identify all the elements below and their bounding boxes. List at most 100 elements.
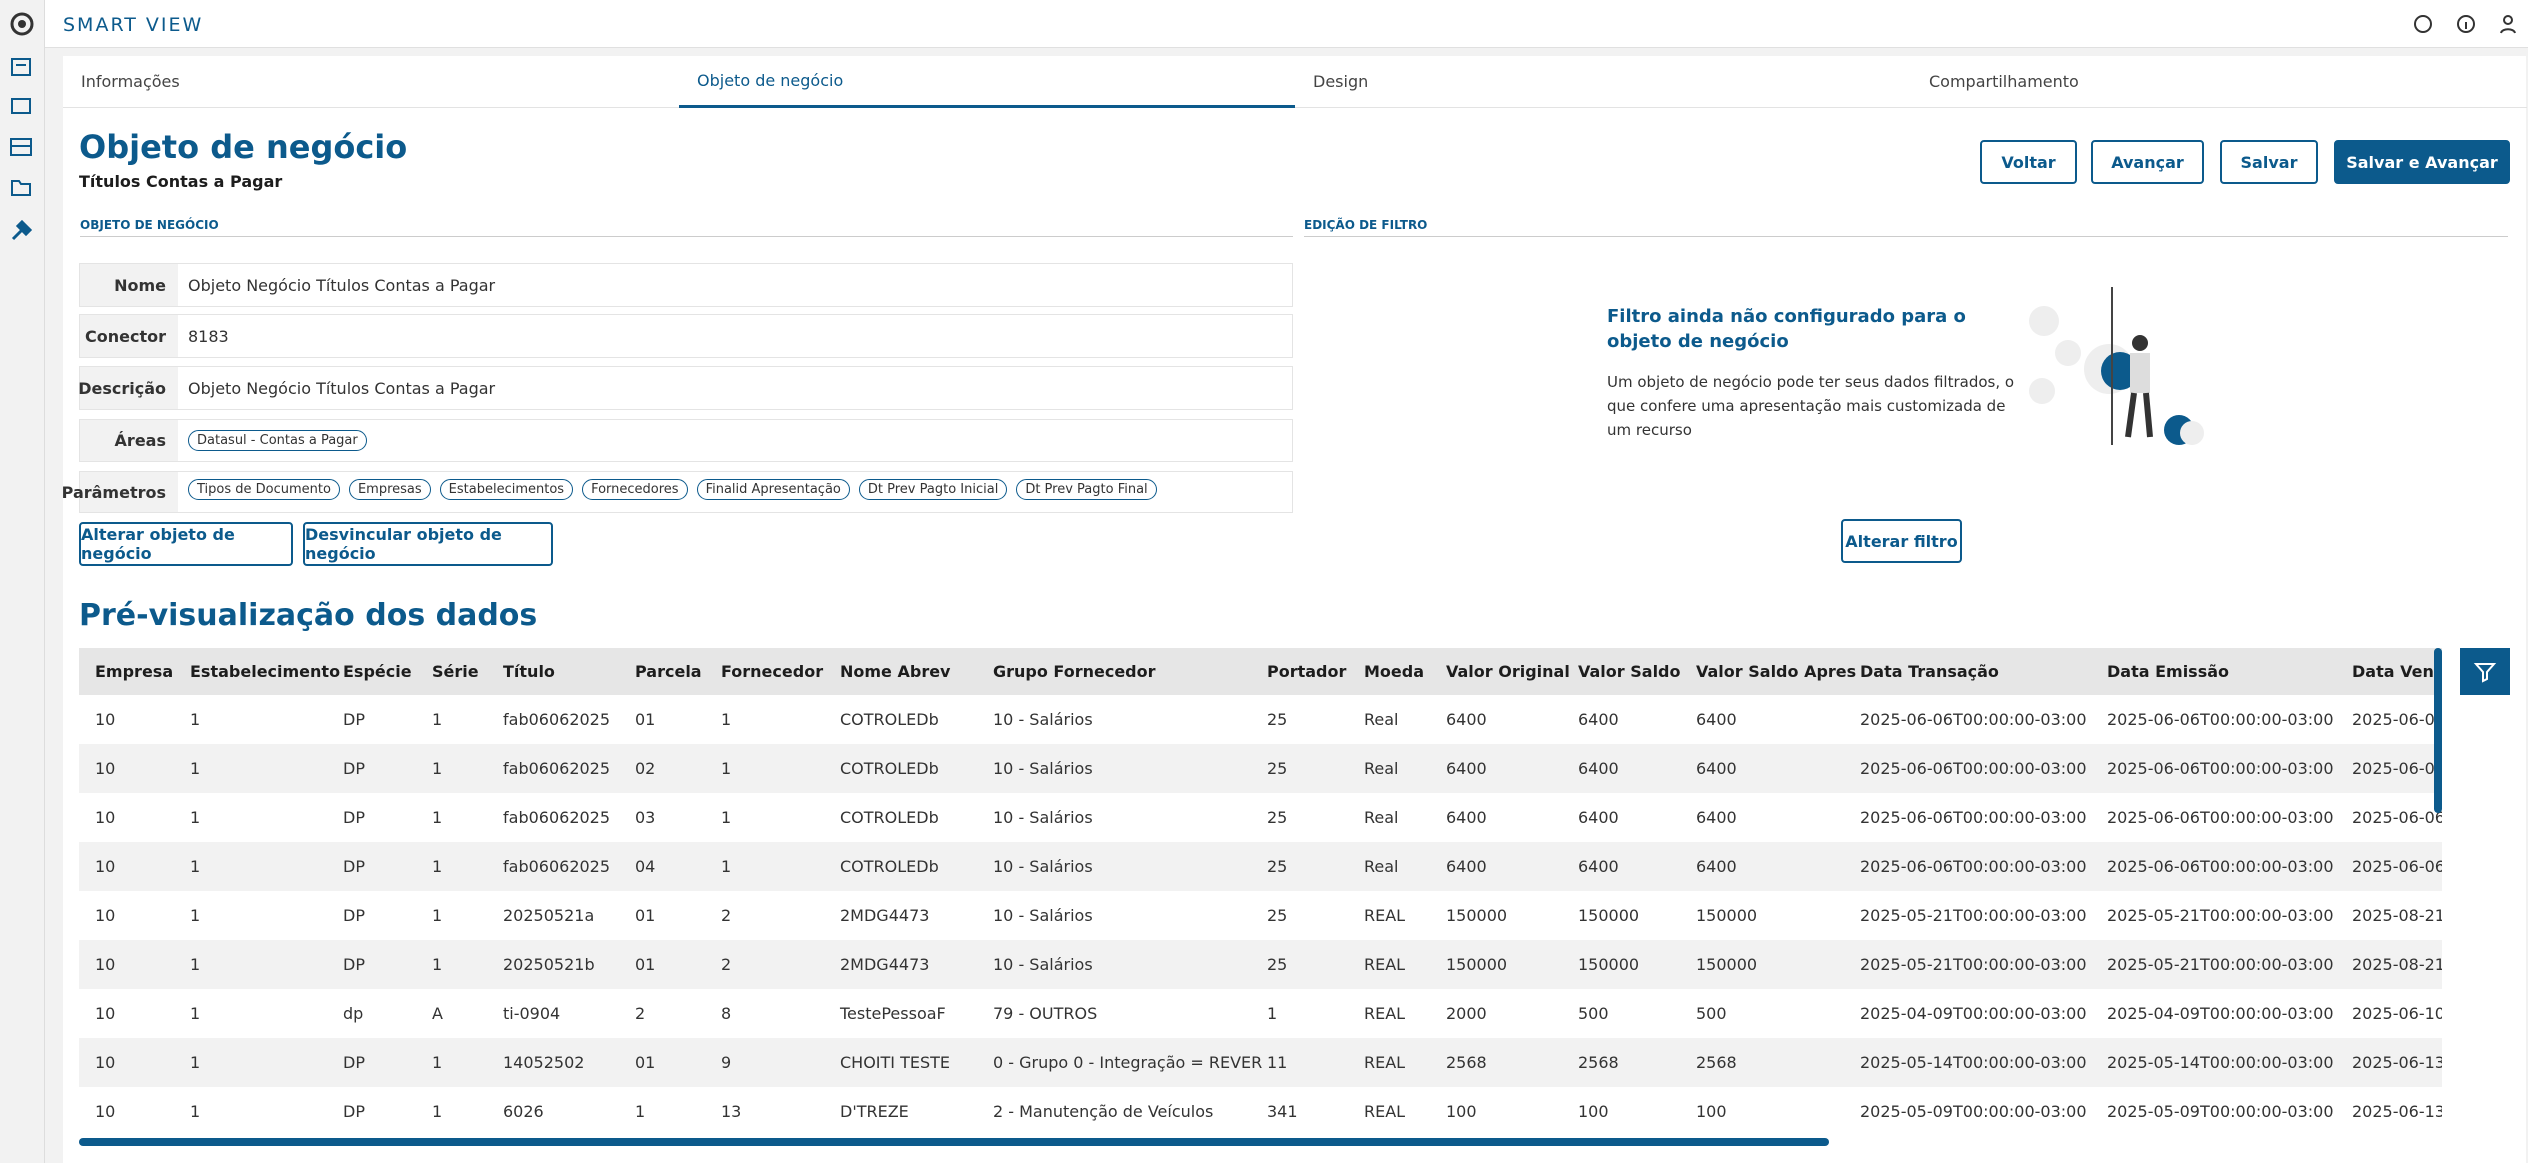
column-header[interactable]: Valor Saldo [1578,662,1681,681]
column-header[interactable]: Nome Abrev [840,662,951,681]
nav-icon[interactable] [8,216,36,244]
table-cell: 6400 [1696,759,1737,778]
chip[interactable]: Finalid Apresentação [696,479,850,500]
nav-icon[interactable] [8,56,36,80]
table-cell: 500 [1578,1004,1609,1023]
table-cell: 150000 [1446,906,1508,925]
table-cell: 2 [721,906,732,925]
column-header[interactable]: Estabelecimento [190,662,341,681]
table-cell: 2MDG4473 [840,955,930,974]
chip[interactable]: Fornecedores [582,479,688,500]
table-cell: 100 [1578,1102,1609,1121]
table-cell: 150000 [1446,955,1508,974]
chip[interactable]: Dt Prev Pagto Final [1016,479,1157,500]
table-cell: 1 [432,759,443,778]
action-button[interactable]: Voltar [1980,140,2077,184]
chip[interactable]: Dt Prev Pagto Inicial [858,479,1008,500]
column-header[interactable]: Fornecedor [721,662,824,681]
field-value: Objeto Negócio Títulos Contas a Pagar [178,264,1292,306]
v-scrollbar[interactable] [2434,648,2442,813]
empty-title: Filtro ainda não configurado para o obje… [1607,306,1966,352]
column-header[interactable]: Valor Original [1446,662,1570,681]
tab[interactable]: Objeto de negócio [679,56,1295,108]
field-value: 8183 [178,315,1292,357]
table-cell: 8 [721,1004,732,1023]
object-button[interactable]: Desvincular objeto de negócio [303,522,553,566]
table-cell: 6400 [1446,808,1487,827]
table-cell: 1 [721,710,732,729]
table-row [79,1038,2442,1087]
chip[interactable]: Estabelecimentos [439,479,574,500]
column-header[interactable]: Data Transação [1860,662,1999,681]
table-cell: 1 [432,1053,443,1072]
tab[interactable]: Design [1295,56,1911,108]
column-header[interactable]: Data Vencto [2352,662,2442,681]
filter-edit-button[interactable]: Alterar filtro [1841,519,1962,563]
table-cell: COTROLEDb [840,808,939,827]
column-header[interactable]: Série [432,662,479,681]
table-cell: DP [343,1053,365,1072]
field-value: Tipos de Documento Empresas Estabeleciment… [178,472,1292,512]
table-cell: 500 [1696,1004,1727,1023]
table-cell: REAL [1364,1004,1406,1023]
logo [10,12,34,36]
table-cell: 2025-05-21T00:00:00-03:00 [2107,955,2334,974]
nav-icon[interactable] [8,96,36,120]
object-button[interactable]: Alterar objeto de negócio [79,522,293,566]
table-cell: 10 - Salários [993,759,1093,778]
nav-icon[interactable] [8,176,36,200]
column-header[interactable]: Espécie [343,662,412,681]
table-cell: 2025-05-09T00:00:00-03:00 [1860,1102,2087,1121]
column-header[interactable]: Grupo Fornecedor [993,662,1156,681]
table-cell: 2025-06-06T00:00:00-03:00 [1860,710,2087,729]
table-cell: 2025-06-06T00:00:00-03:00 [2107,710,2334,729]
table-header [79,648,2442,695]
table-row [79,842,2442,891]
action-button[interactable]: Salvar e Avançar [2334,140,2510,184]
table-cell: 1 [432,857,443,876]
table-cell: 13 [721,1102,742,1121]
table-cell: 150000 [1696,955,1758,974]
table-row [79,793,2442,842]
table-cell: 1 [190,906,201,925]
field-label: Nome [80,264,178,306]
column-header[interactable]: Parcela [635,662,702,681]
table-cell: fab06062025 [503,710,611,729]
column-header[interactable]: Portador [1267,662,1347,681]
section-title: EDIÇÃO DE FILTRO [1304,218,2508,237]
column-header[interactable]: Valor Saldo Apres [1696,662,1857,681]
table-cell: 1 [432,906,443,925]
action-button[interactable]: Avançar [2091,140,2204,184]
table-cell: 14052502 [503,1053,585,1072]
column-header[interactable]: Título [503,662,555,681]
table-cell: CHOITI TESTE [840,1053,951,1072]
chip[interactable]: Datasul - Contas a Pagar [188,430,367,451]
filter-button[interactable] [2460,648,2510,695]
table-cell: 2568 [1696,1053,1737,1072]
table-cell: 1 [190,1053,201,1072]
column-header[interactable]: Empresa [95,662,174,681]
theme-icon[interactable] [2413,14,2433,34]
table-cell: 2025-06-06T00:00:00-03:00 [2107,808,2334,827]
tab[interactable]: Compartilhamento [1911,56,2527,108]
h-scrollbar[interactable] [79,1138,1829,1146]
nav-icon[interactable] [8,136,36,160]
table-cell: REAL [1364,1053,1406,1072]
table-cell: fab06062025 [503,808,611,827]
table-cell: DP [343,808,365,827]
column-header[interactable]: Data Emissão [2107,662,2230,681]
tab[interactable]: Informações [63,56,679,108]
table-cell: fab06062025 [503,857,611,876]
chip[interactable]: Tipos de Documento [188,479,340,500]
chip[interactable]: Empresas [348,479,431,500]
table-cell: 1 [190,759,201,778]
table-cell: 01 [635,710,656,729]
table-cell: 1 [190,710,201,729]
user-icon[interactable] [2498,14,2518,34]
table-cell: 2568 [1578,1053,1619,1072]
info-icon[interactable] [2456,14,2476,34]
action-button[interactable]: Salvar [2220,140,2318,184]
table-cell: 11 [1267,1053,1288,1072]
column-header[interactable]: Moeda [1364,662,1425,681]
empty-text: Um objeto de negócio pode ter seus dados… [1607,373,2015,439]
